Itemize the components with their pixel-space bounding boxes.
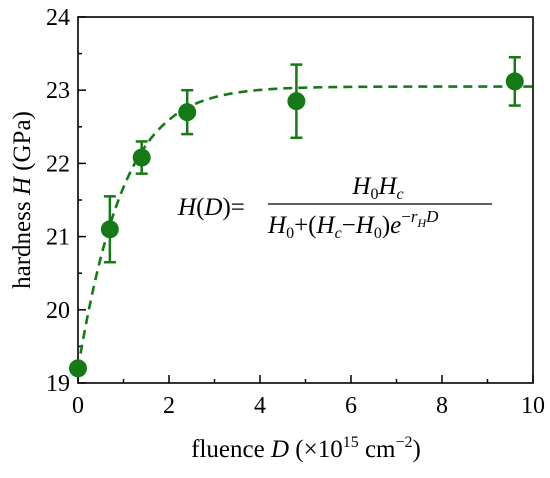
equation-denominator: H0+(Hc−H0)e−rHD [267,207,439,242]
plot-area-frame [77,16,534,384]
y-tick-label: 21 [46,225,70,251]
equation-lhs: H(D)= [177,194,245,221]
y-tick-label: 19 [46,371,70,397]
x-tick-label: 2 [163,393,175,419]
y-tick-label: 20 [46,298,70,324]
x-tick-label: 0 [72,393,84,419]
fit-equation: H(D)= H0Hc H0+(Hc−H0)e−rHD [177,173,492,242]
data-point [178,103,197,122]
data-point [287,92,306,111]
data-point [100,220,119,239]
x-tick-label: 4 [254,393,266,419]
x-axis-title: fluence D (×1015 cm−2) [191,434,421,463]
x-tick-label: 6 [345,393,357,419]
x-tick-labels: 0 2 4 6 8 10 [72,393,545,419]
y-tick-label: 23 [46,78,70,104]
y-tick-labels: 19 20 21 22 23 24 [46,5,70,397]
data-point [505,72,524,91]
y-tick-label: 22 [46,151,70,177]
x-tick-label: 8 [436,393,448,419]
data-points [69,72,524,378]
data-point [132,148,151,167]
equation-numerator: H0Hc [351,173,403,203]
axis-ticks [77,16,534,384]
x-tick-label: 10 [521,393,545,419]
y-tick-label: 24 [46,5,70,31]
fit-curve [76,85,533,369]
data-point [69,359,87,378]
y-axis-title: hardness H (GPa) [9,111,36,289]
